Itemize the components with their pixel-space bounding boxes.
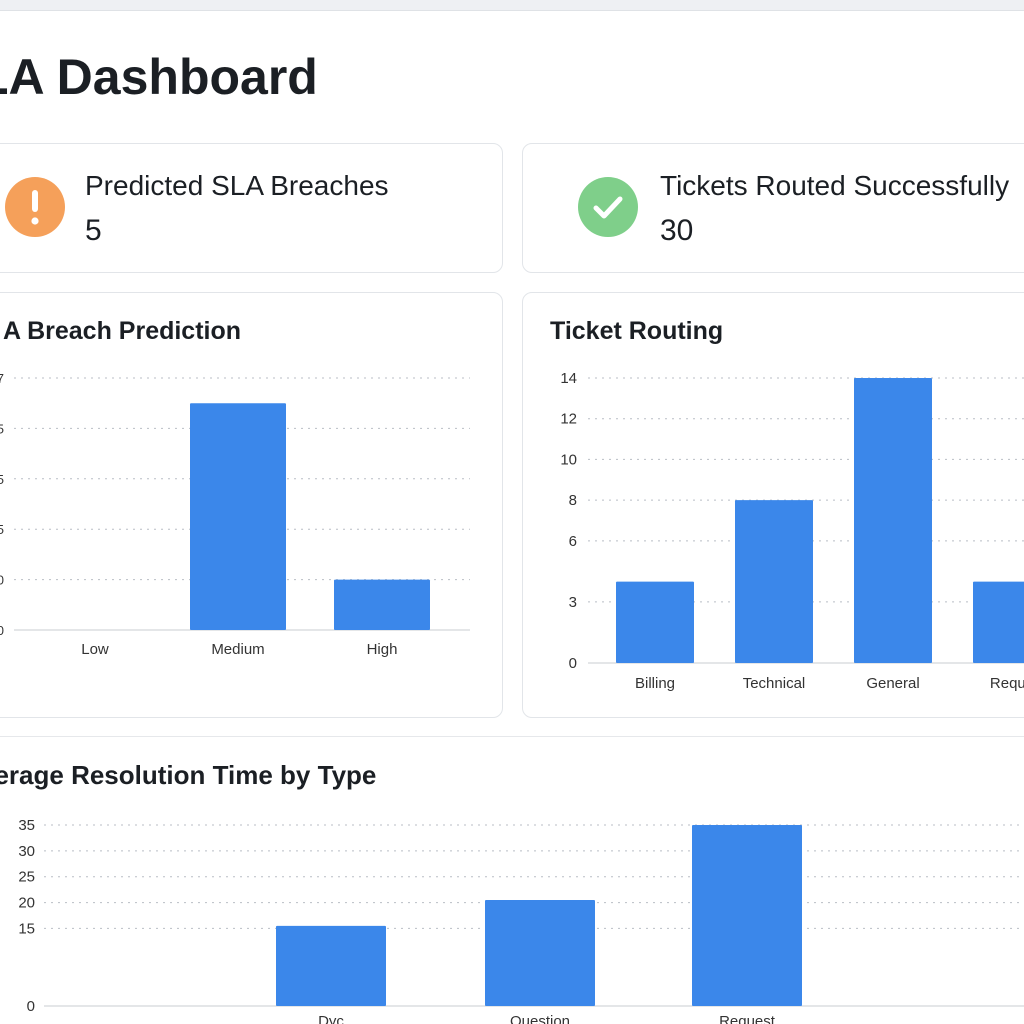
- stat-label: Tickets Routed Successfully: [660, 170, 1010, 201]
- page-title: LA Dashboard: [0, 49, 318, 105]
- bar-billing: [616, 581, 694, 663]
- x-category-label: Technical: [743, 675, 806, 692]
- x-category-label: General: [866, 675, 919, 692]
- x-category-label: Billing: [635, 675, 675, 692]
- x-category-label: High: [367, 641, 398, 658]
- check-icon: [578, 177, 638, 237]
- bar-reque: [973, 581, 1024, 663]
- y-tick-label: 0: [0, 623, 4, 638]
- panel-breach-prediction: A Breach Prediction: [0, 292, 503, 718]
- stat-label: Predicted SLA Breaches: [85, 170, 389, 201]
- y-tick-label: 12: [560, 411, 577, 428]
- y-tick-label: 3: [569, 594, 577, 611]
- y-tick-label: 0: [0, 573, 4, 588]
- x-category-label: Dyc: [318, 1013, 344, 1024]
- x-category-label: Request: [719, 1013, 776, 1024]
- y-tick-label: 5: [0, 522, 4, 537]
- section-title: verage Resolution Time by Type: [0, 760, 377, 790]
- y-tick-label: 0: [27, 998, 35, 1015]
- stat-card-tickets-routed[interactable]: Tickets Routed Successfully 30: [522, 143, 1024, 273]
- bar-dyc: [276, 925, 386, 1006]
- bar-general: [854, 378, 932, 663]
- y-tick-label: 5: [0, 421, 4, 436]
- y-tick-label: 30: [18, 843, 35, 860]
- stat-value: 5: [85, 214, 102, 247]
- y-tick-label: 35: [18, 817, 35, 834]
- stat-value: 30: [660, 214, 694, 247]
- y-tick-label: 10: [560, 451, 577, 468]
- y-tick-label: 25: [18, 869, 35, 886]
- stat-card-sla-breaches[interactable]: Predicted SLA Breaches 5: [0, 143, 503, 273]
- x-category-label: Question: [510, 1013, 570, 1024]
- y-tick-label: 7: [0, 371, 4, 386]
- section-divider: [0, 736, 1024, 737]
- bar-request: [692, 825, 802, 1006]
- browser-top-bar: [0, 0, 1024, 11]
- x-category-label: Medium: [211, 641, 264, 658]
- y-tick-label: 6: [569, 533, 577, 550]
- bar-high: [334, 579, 430, 630]
- panel-title: Ticket Routing: [550, 317, 724, 345]
- bar-medium: [190, 403, 286, 630]
- bar-technical: [735, 500, 813, 663]
- y-tick-label: 14: [560, 370, 577, 387]
- y-tick-label: 20: [18, 895, 35, 912]
- y-tick-label: 15: [18, 920, 35, 937]
- panel-title: A Breach Prediction: [3, 317, 242, 345]
- x-category-label: Reque: [990, 675, 1024, 692]
- y-tick-label: 5: [0, 472, 4, 487]
- bar-question: [485, 899, 595, 1006]
- warning-icon: [5, 177, 65, 237]
- x-category-label: Low: [81, 641, 109, 658]
- y-tick-label: 0: [569, 655, 577, 672]
- y-tick-label: 8: [569, 492, 577, 509]
